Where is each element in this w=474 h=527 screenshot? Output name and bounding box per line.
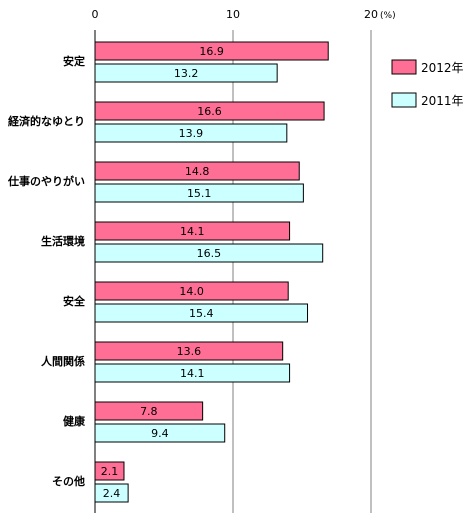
bar-value-label: 15.1 — [187, 187, 212, 200]
bar-value-label: 16.9 — [199, 45, 224, 58]
bar-value-label: 9.4 — [151, 427, 169, 440]
category-label: 安定 — [63, 54, 85, 68]
category-label: 人間関係 — [41, 354, 85, 368]
legend: 2012年 2011年 — [391, 59, 464, 108]
bar-value-label: 15.4 — [189, 307, 214, 320]
category-label: その他 — [52, 474, 85, 488]
bar-value-label: 14.1 — [180, 225, 205, 238]
legend-swatch — [391, 92, 417, 108]
bar-value-label: 16.5 — [197, 247, 222, 260]
legend-swatch — [391, 59, 417, 75]
category-label: 健康 — [63, 414, 86, 428]
bar-value-label: 13.6 — [177, 345, 202, 358]
x-tick-label: 20 — [364, 8, 378, 21]
bar-value-label: 2.1 — [101, 465, 119, 478]
category-label: 生活環境 — [41, 234, 85, 248]
category-label: 仕事のやりがい — [7, 174, 85, 188]
bar-value-label: 14.8 — [185, 165, 210, 178]
category-label: 安全 — [63, 294, 86, 308]
x-tick-label: 0 — [92, 8, 99, 21]
bar-value-label: 16.6 — [197, 105, 222, 118]
bar-value-label: 13.2 — [174, 67, 199, 80]
legend-label: 2011年 — [421, 94, 464, 108]
bar-value-label: 7.8 — [140, 405, 158, 418]
legend-label: 2012年 — [421, 61, 464, 75]
bar-value-label: 2.4 — [103, 487, 121, 500]
category-label: 経済的なゆとり — [8, 114, 85, 128]
bar-value-label: 14.1 — [180, 367, 205, 380]
x-axis-unit: (%) — [380, 11, 396, 21]
bars: 16.913.2 16.6 13.9 14.8 15.1 14.1 16.5 14.0 15.4… — [94, 41, 329, 503]
bar-value-label: 13.9 — [179, 127, 204, 140]
x-tick-label: 10 — [226, 8, 240, 21]
x-axis-ticks: 0 10 20 — [92, 8, 379, 21]
bar-value-label: 14.0 — [179, 285, 204, 298]
